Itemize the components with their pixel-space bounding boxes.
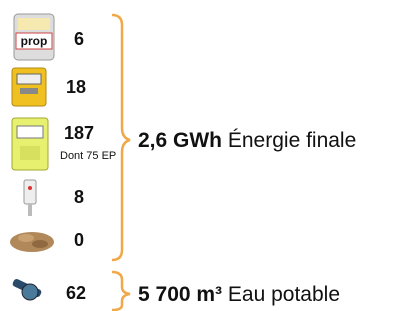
value: 187 xyxy=(64,123,94,143)
water-meter-icon xyxy=(12,278,43,300)
brace xyxy=(112,272,130,310)
icon-label: prop xyxy=(21,34,48,48)
value: 8 xyxy=(74,187,84,207)
value: 6 xyxy=(74,29,84,49)
energy-summary: 2,6 GWh Énergie finale xyxy=(138,129,356,152)
value-note: Dont 75 EP xyxy=(60,150,116,162)
electric-meter-icon xyxy=(12,118,48,170)
value: 18 xyxy=(66,77,86,97)
amount: 5 700 m³ xyxy=(138,283,222,306)
label: Énergie finale xyxy=(228,129,356,152)
propane-icon: prop xyxy=(14,14,54,60)
label: Eau potable xyxy=(228,283,340,306)
value: 62 xyxy=(66,283,86,303)
water-summary: 5 700 m³ Eau potable xyxy=(138,283,340,306)
water-heater-icon xyxy=(24,180,36,216)
amount: 2,6 GWh xyxy=(138,129,222,152)
gas-meter-icon xyxy=(12,68,46,106)
wood-pellets-icon xyxy=(10,232,54,252)
value: 0 xyxy=(74,230,84,250)
brace xyxy=(112,15,130,260)
infographic: prop 6 18 187 Dont 75 EP 8 0 62 2,6 GWh … xyxy=(0,0,418,311)
